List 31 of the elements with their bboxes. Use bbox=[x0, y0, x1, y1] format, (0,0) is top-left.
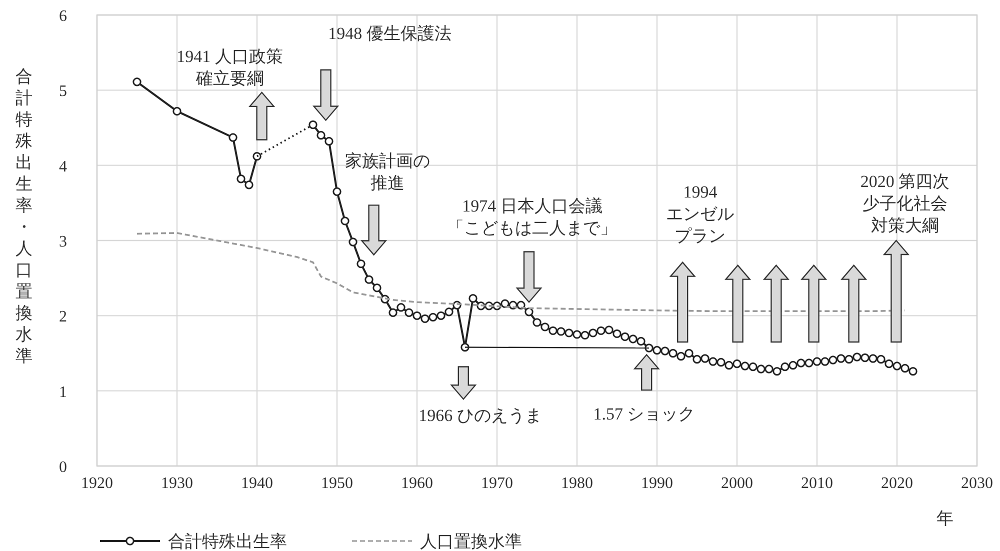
annotation: 1948 優生保護法 bbox=[328, 24, 452, 44]
x-tick-label: 1970 bbox=[481, 475, 513, 492]
x-tick-label: 2030 bbox=[961, 475, 993, 492]
y-tick-label: 4 bbox=[59, 158, 67, 176]
annotation: 1974 日本人口会議「こどもは二人まで」 bbox=[447, 196, 618, 238]
x-tick-label: 2010 bbox=[801, 475, 833, 492]
x-tick-label: 1920 bbox=[81, 475, 113, 492]
x-tick-label: 1980 bbox=[561, 475, 593, 492]
annotation: 1994 エンゼルプラン bbox=[666, 182, 734, 246]
annotation: 1.57 ショック bbox=[593, 404, 696, 424]
annotation: 1966 ひのえうま bbox=[418, 406, 542, 425]
x-tick-label: 1940 bbox=[241, 475, 273, 492]
annotation: 1941 人口政策確立要綱 bbox=[176, 46, 283, 88]
legend-label: 合計特殊出生率 bbox=[168, 532, 287, 551]
y-tick-label: 6 bbox=[59, 8, 67, 25]
x-tick-label: 1990 bbox=[641, 475, 673, 492]
x-tick-label: 2020 bbox=[881, 475, 913, 492]
x-tick-label: 1950 bbox=[321, 475, 353, 492]
text: 合計特殊出生率・人口置換水準 bbox=[16, 66, 32, 366]
legend-label: 人口置換水準 bbox=[420, 532, 522, 551]
x-tick-label: 1960 bbox=[401, 475, 433, 492]
x-tick-label: 1930 bbox=[161, 475, 193, 492]
annotation: 家族計画の推進 bbox=[344, 151, 430, 192]
annotation: 2020 第四次少子化社会対策大綱 bbox=[860, 172, 950, 235]
y-tick-label: 2 bbox=[59, 308, 67, 326]
x-tick-label: 2000 bbox=[721, 475, 753, 492]
y-tick-label: 0 bbox=[59, 459, 67, 476]
y-tick-label: 5 bbox=[59, 83, 67, 100]
y-tick-label: 1 bbox=[59, 384, 67, 401]
x-axis-title: 年 bbox=[936, 509, 954, 528]
y-tick-label: 3 bbox=[59, 234, 67, 250]
